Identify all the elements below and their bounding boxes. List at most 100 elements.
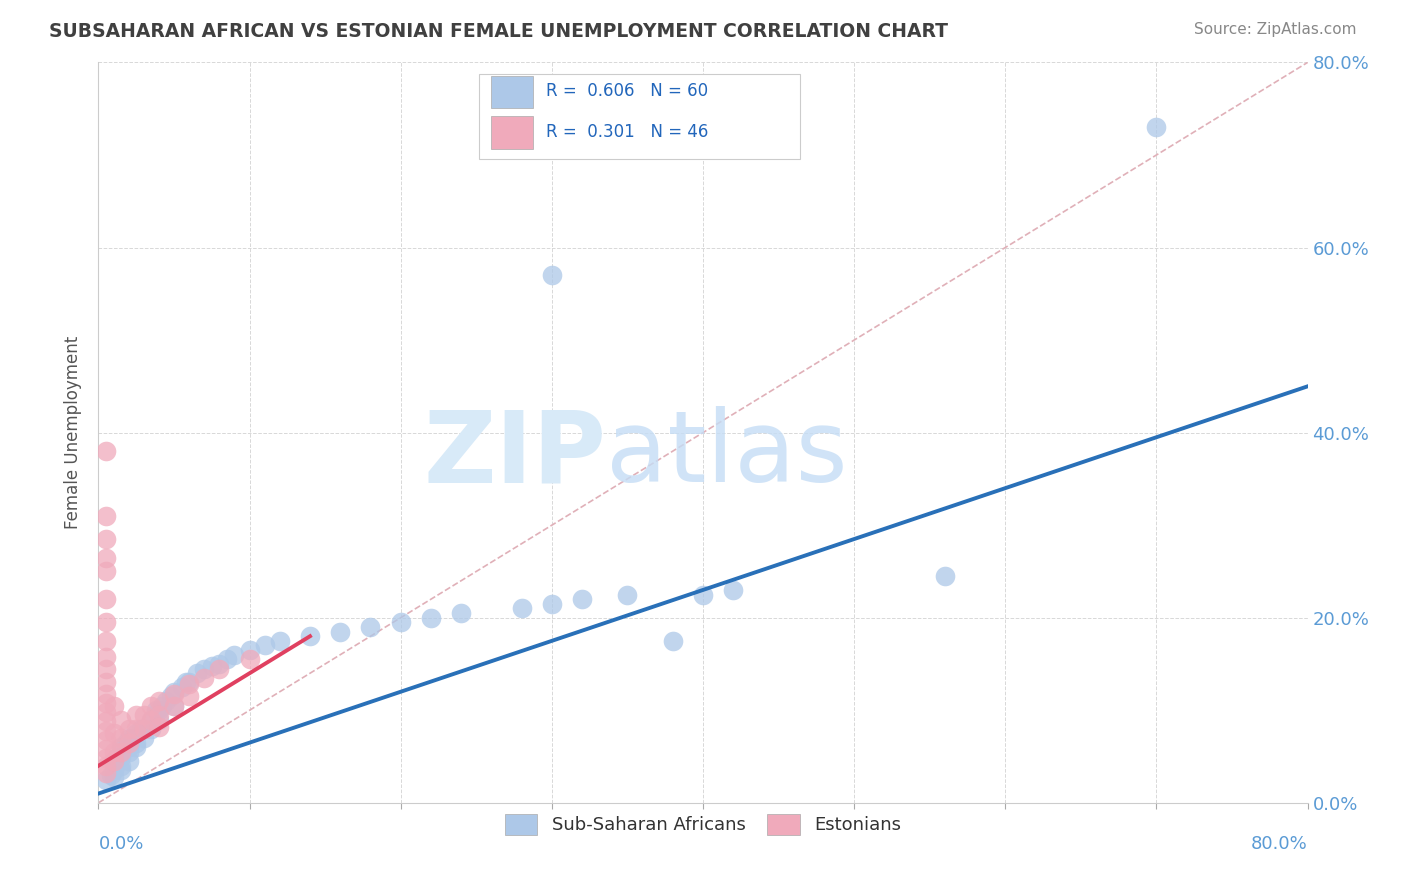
Point [571,592,593,607]
Point [132,722,155,736]
Point [692,588,714,602]
Point [253,639,276,653]
Text: 0.0%: 0.0% [98,835,143,853]
Point [110,745,132,759]
Point [160,690,183,704]
Point [132,722,155,736]
Point [103,754,125,768]
Point [100,768,122,782]
Point [110,764,132,778]
Point [148,707,170,722]
Point [141,722,163,736]
Point [616,588,638,602]
Point [94,633,117,648]
Point [224,648,246,662]
Point [132,707,155,722]
Point [150,698,173,713]
Point [1144,120,1167,135]
Point [94,550,117,565]
Point [103,754,125,768]
Point [540,268,562,283]
Point [94,649,117,664]
Point [118,722,141,736]
Point [163,698,186,713]
Point [118,745,141,759]
FancyBboxPatch shape [492,76,533,108]
Point [125,707,148,722]
Point [94,565,117,579]
Point [94,758,117,772]
Point [94,705,117,719]
Point [121,731,143,745]
Point [269,633,291,648]
Text: atlas: atlas [606,407,848,503]
Point [94,687,117,701]
Point [118,740,141,755]
FancyBboxPatch shape [492,117,533,149]
Point [125,736,148,750]
Point [723,582,745,597]
Point [186,666,208,681]
Point [148,694,170,708]
Legend: Sub-Saharan Africans, Estonians: Sub-Saharan Africans, Estonians [498,806,908,842]
Point [94,742,117,756]
Point [141,713,163,727]
Point [94,615,117,630]
Text: R =  0.301   N = 46: R = 0.301 N = 46 [546,123,709,141]
Point [179,677,201,691]
Point [94,675,117,690]
Point [360,620,382,634]
Text: 80.0%: 80.0% [1251,835,1308,853]
Point [132,731,155,745]
Point [163,687,186,701]
Point [94,532,117,546]
Point [110,731,132,745]
Point [450,606,472,620]
Text: SUBSAHARAN AFRICAN VS ESTONIAN FEMALE UNEMPLOYMENT CORRELATION CHART: SUBSAHARAN AFRICAN VS ESTONIAN FEMALE UN… [49,22,948,41]
Point [299,629,322,643]
Point [94,696,117,710]
Point [94,766,117,780]
Point [510,601,533,615]
Point [118,736,141,750]
Point [141,698,163,713]
Text: Source: ZipAtlas.com: Source: ZipAtlas.com [1194,22,1357,37]
Point [201,658,224,673]
Point [110,740,132,755]
Point [163,698,186,713]
Point [94,444,117,458]
Point [934,569,956,583]
Text: ZIP: ZIP [423,407,606,503]
Point [329,624,352,639]
Y-axis label: Female Unemployment: Female Unemployment [65,336,83,529]
Point [94,714,117,729]
Point [94,592,117,607]
Point [661,633,683,648]
Point [103,726,125,740]
Point [129,722,152,736]
Point [208,662,231,676]
Point [114,736,136,750]
Point [94,723,117,738]
Point [125,740,148,755]
Point [193,671,215,685]
Point [103,764,125,778]
Point [193,662,215,676]
Point [540,597,562,611]
Point [174,675,197,690]
Point [118,754,141,768]
Point [215,652,238,666]
Point [179,690,201,704]
Point [94,732,117,747]
Point [125,726,148,740]
Point [110,713,132,727]
Text: R =  0.606   N = 60: R = 0.606 N = 60 [546,82,709,100]
Point [141,713,163,727]
FancyBboxPatch shape [479,73,800,159]
Point [103,770,125,784]
Point [145,703,167,717]
Point [103,745,125,759]
Point [148,703,170,717]
Point [94,508,117,523]
Point [239,643,262,657]
